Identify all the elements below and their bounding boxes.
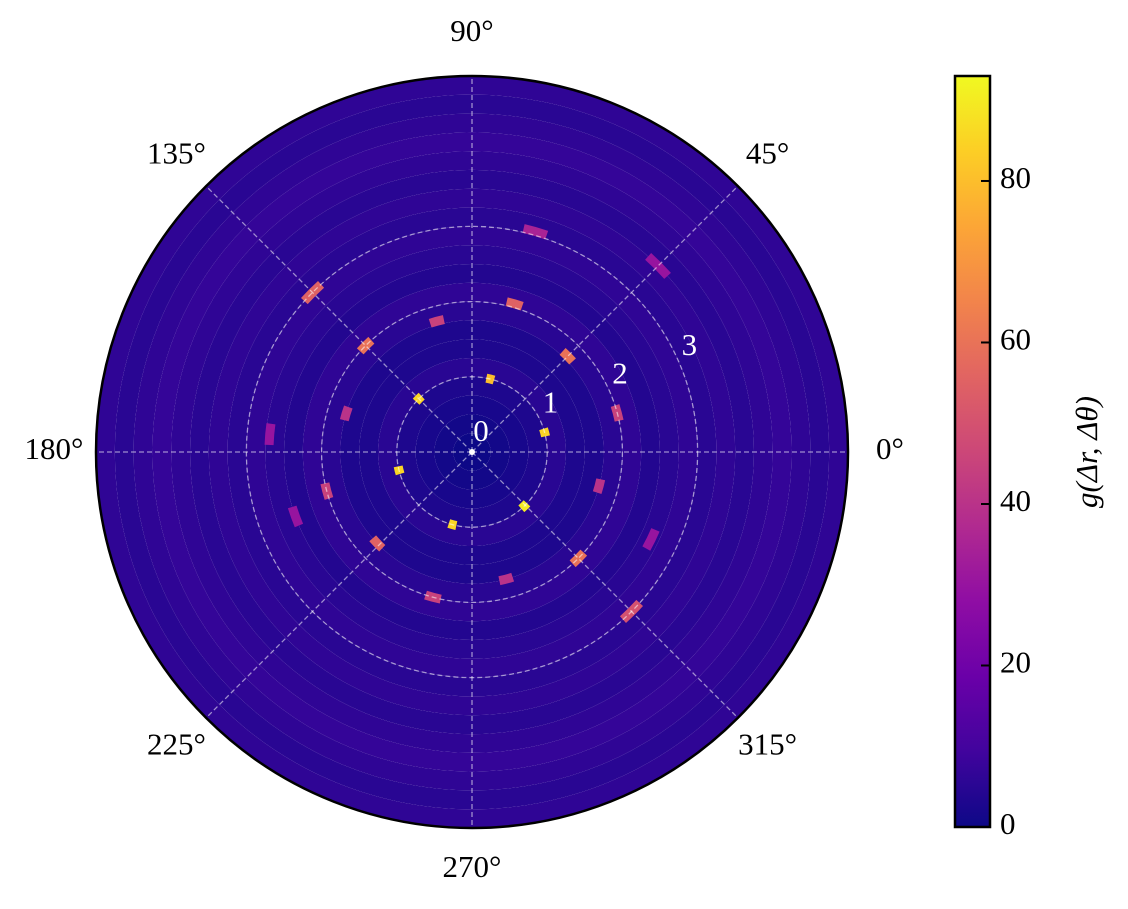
theta-tick-label: 270° (443, 849, 502, 884)
angular-grid-line (471, 185, 739, 453)
heat-cell (592, 478, 606, 495)
heat-cell (287, 505, 304, 528)
radial-grid-line (396, 376, 548, 528)
heat-band (415, 395, 529, 509)
angular-grid-line (205, 451, 473, 719)
colorbar (953, 74, 992, 829)
radial-grid-line (320, 300, 624, 604)
colorbar-tick-label: 60 (1000, 322, 1031, 357)
r-tick-label: 3 (682, 327, 698, 362)
heat-cell (339, 405, 353, 422)
theta-tick-label: 135° (147, 136, 206, 171)
heat-cell (522, 224, 549, 240)
center-dot (469, 449, 475, 455)
theta-tick-label: 45° (746, 136, 789, 171)
heat-cell (428, 315, 445, 328)
theta-tick-label: 0° (876, 431, 904, 466)
theta-tick-label: 315° (738, 727, 797, 762)
heat-cell (505, 297, 524, 311)
colorbar-tick-label: 0 (1000, 806, 1016, 841)
angular-grid-line (205, 185, 473, 453)
r-tick-label: 0 (473, 413, 489, 448)
heat-cell (498, 572, 515, 586)
colorbar-tick-label: 80 (1000, 160, 1031, 195)
r-tick-label: 1 (543, 384, 559, 419)
theta-tick-label: 90° (450, 13, 493, 48)
colorbar-tick-label: 20 (1000, 645, 1031, 680)
colorbar-label: g(Δr, Δθ) (1069, 396, 1104, 508)
angular-grid-line (471, 451, 739, 719)
heat-cell (642, 528, 660, 551)
heat-cell (645, 253, 671, 279)
radial-grid-line (245, 225, 699, 679)
heat-cell (369, 535, 386, 552)
theta-tick-label: 225° (147, 727, 206, 762)
r-tick-label: 2 (612, 356, 628, 391)
heat-cell (264, 423, 276, 446)
colorbar-tick-label: 40 (1000, 483, 1031, 518)
theta-tick-label: 180° (25, 431, 84, 466)
polar-frame (94, 74, 850, 830)
heat-cell (559, 348, 576, 365)
